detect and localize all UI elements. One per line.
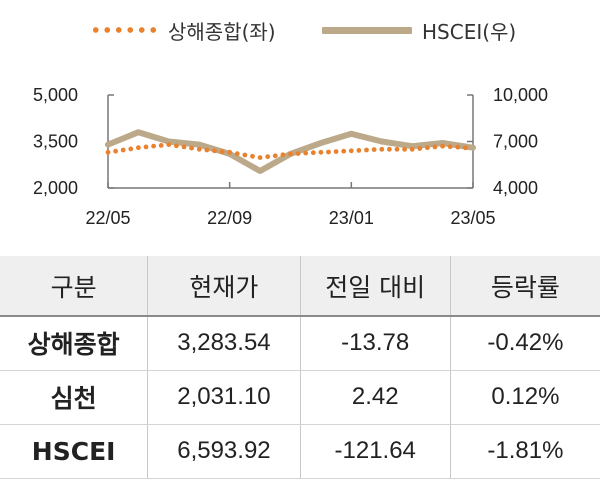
series-dot-shanghai [219, 149, 225, 154]
series-dot-shanghai [394, 146, 400, 152]
cell-change-rate: 0.12% [450, 370, 600, 425]
chart-legend: 상해종합(좌) HSCEI(우) [0, 10, 600, 50]
series-dot-shanghai [402, 146, 407, 152]
series-dot-shanghai [364, 147, 369, 153]
series-dot-shanghai [440, 143, 445, 149]
legend-label-shanghai: 상해종합(좌) [168, 19, 276, 44]
series-dot-shanghai [455, 144, 461, 150]
table-row: 심천 2,031.10 2.42 0.12% [0, 370, 600, 425]
series-dot-shanghai [310, 150, 316, 156]
series-dot-shanghai [257, 155, 263, 160]
series-dot-shanghai [303, 150, 309, 156]
series-dot-shanghai [151, 143, 157, 149]
series-dot-shanghai [379, 146, 385, 152]
series-dot-shanghai [250, 153, 255, 159]
table-header-row: 구분 현재가 전일 대비 등락률 [0, 256, 600, 317]
row-label: HSCEI [0, 424, 149, 479]
series-dot-shanghai [425, 145, 430, 151]
series-dot-shanghai [409, 146, 415, 152]
series-dot-shanghai [166, 142, 172, 147]
series-dots-shanghai [105, 142, 468, 160]
table-row: 상해종합 3,283.54 -13.78 -0.42% [0, 316, 600, 371]
cell-change-rate: -1.81% [450, 424, 600, 479]
y-right-tick-label: 7,000 [493, 132, 538, 152]
series-dot-shanghai [417, 146, 423, 151]
series-dot-shanghai [463, 145, 468, 151]
series-dot-shanghai [295, 151, 301, 156]
series-dot-shanghai [288, 151, 293, 157]
series-dot-shanghai [204, 147, 210, 153]
table-row: HSCEI 6,593.92 -121.64 -1.81% [0, 424, 600, 479]
cell-change: -13.78 [300, 316, 451, 371]
line-chart: 5,000 3,500 2,000 10,000 7,000 4,000 22/05 22/0… [33, 85, 548, 228]
y-left-tick-label: 2,000 [33, 178, 78, 198]
series-dot-shanghai [128, 146, 134, 152]
cell-change-rate: -0.42% [450, 316, 600, 371]
series-dot-shanghai [387, 146, 392, 152]
series-dot-shanghai [113, 148, 118, 154]
series-dot-shanghai [143, 144, 149, 150]
series-dot-shanghai [227, 149, 233, 155]
header-price: 현재가 [147, 256, 301, 317]
series-dot-shanghai [432, 144, 438, 150]
cell-price: 3,283.54 [147, 316, 301, 371]
x-tick-label: 22/09 [207, 208, 252, 228]
header-change-rate: 등락률 [450, 256, 600, 317]
series-dot-shanghai [105, 149, 111, 155]
header-change: 전일 대비 [300, 256, 451, 317]
legend-label-hscei: HSCEI(우) [422, 19, 517, 44]
y-left-tick-label: 3,500 [33, 132, 78, 152]
series-dot-shanghai [181, 144, 187, 150]
x-tick-label: 22/05 [85, 208, 130, 228]
row-label: 상해종합 [0, 316, 149, 371]
series-dot-shanghai [234, 151, 240, 157]
series-dot-shanghai [356, 148, 362, 153]
cell-change: -121.64 [300, 424, 451, 479]
series-dot-shanghai [371, 147, 377, 152]
series-dot-shanghai [447, 144, 453, 150]
tick-layer: 5,000 3,500 2,000 10,000 7,000 4,000 22/05 22/0… [33, 85, 548, 228]
series-dot-shanghai [326, 149, 331, 155]
row-label: 심천 [0, 370, 149, 425]
series-dot-shanghai [341, 148, 347, 154]
legend-item-shanghai: 상해종합(좌) [90, 10, 276, 50]
series-dot-shanghai [174, 143, 179, 149]
cell-price: 6,593.92 [147, 424, 301, 479]
series-dot-shanghai [189, 145, 195, 151]
series-dot-shanghai [242, 152, 248, 158]
legend-swatch-dotted [90, 27, 158, 33]
series-dot-shanghai [136, 145, 141, 151]
index-table: 구분 현재가 전일 대비 등락률 상해종합 3,283.54 -13.78 -0… [0, 256, 600, 479]
cell-change: 2.42 [300, 370, 451, 425]
y-right-tick-label: 10,000 [493, 85, 548, 105]
series-dot-shanghai [265, 154, 271, 160]
series-dot-shanghai [272, 153, 278, 159]
series-dot-shanghai [120, 147, 126, 153]
cell-price: 2,031.10 [147, 370, 301, 425]
x-tick-label: 23/05 [450, 208, 495, 228]
series-dot-shanghai [333, 149, 339, 154]
y-right-tick-label: 4,000 [493, 178, 538, 198]
series-dot-shanghai [158, 143, 164, 148]
x-tick-label: 23/01 [329, 208, 374, 228]
legend-item-hscei: HSCEI(우) [322, 10, 516, 50]
y-left-tick-label: 5,000 [33, 85, 78, 105]
header-category: 구분 [0, 256, 149, 317]
series-dot-shanghai [196, 146, 202, 152]
series-dot-shanghai [318, 149, 324, 155]
series-dot-shanghai [212, 148, 217, 154]
series-dot-shanghai [280, 152, 286, 158]
series-dot-shanghai [348, 148, 354, 154]
legend-swatch-solid [322, 26, 412, 34]
